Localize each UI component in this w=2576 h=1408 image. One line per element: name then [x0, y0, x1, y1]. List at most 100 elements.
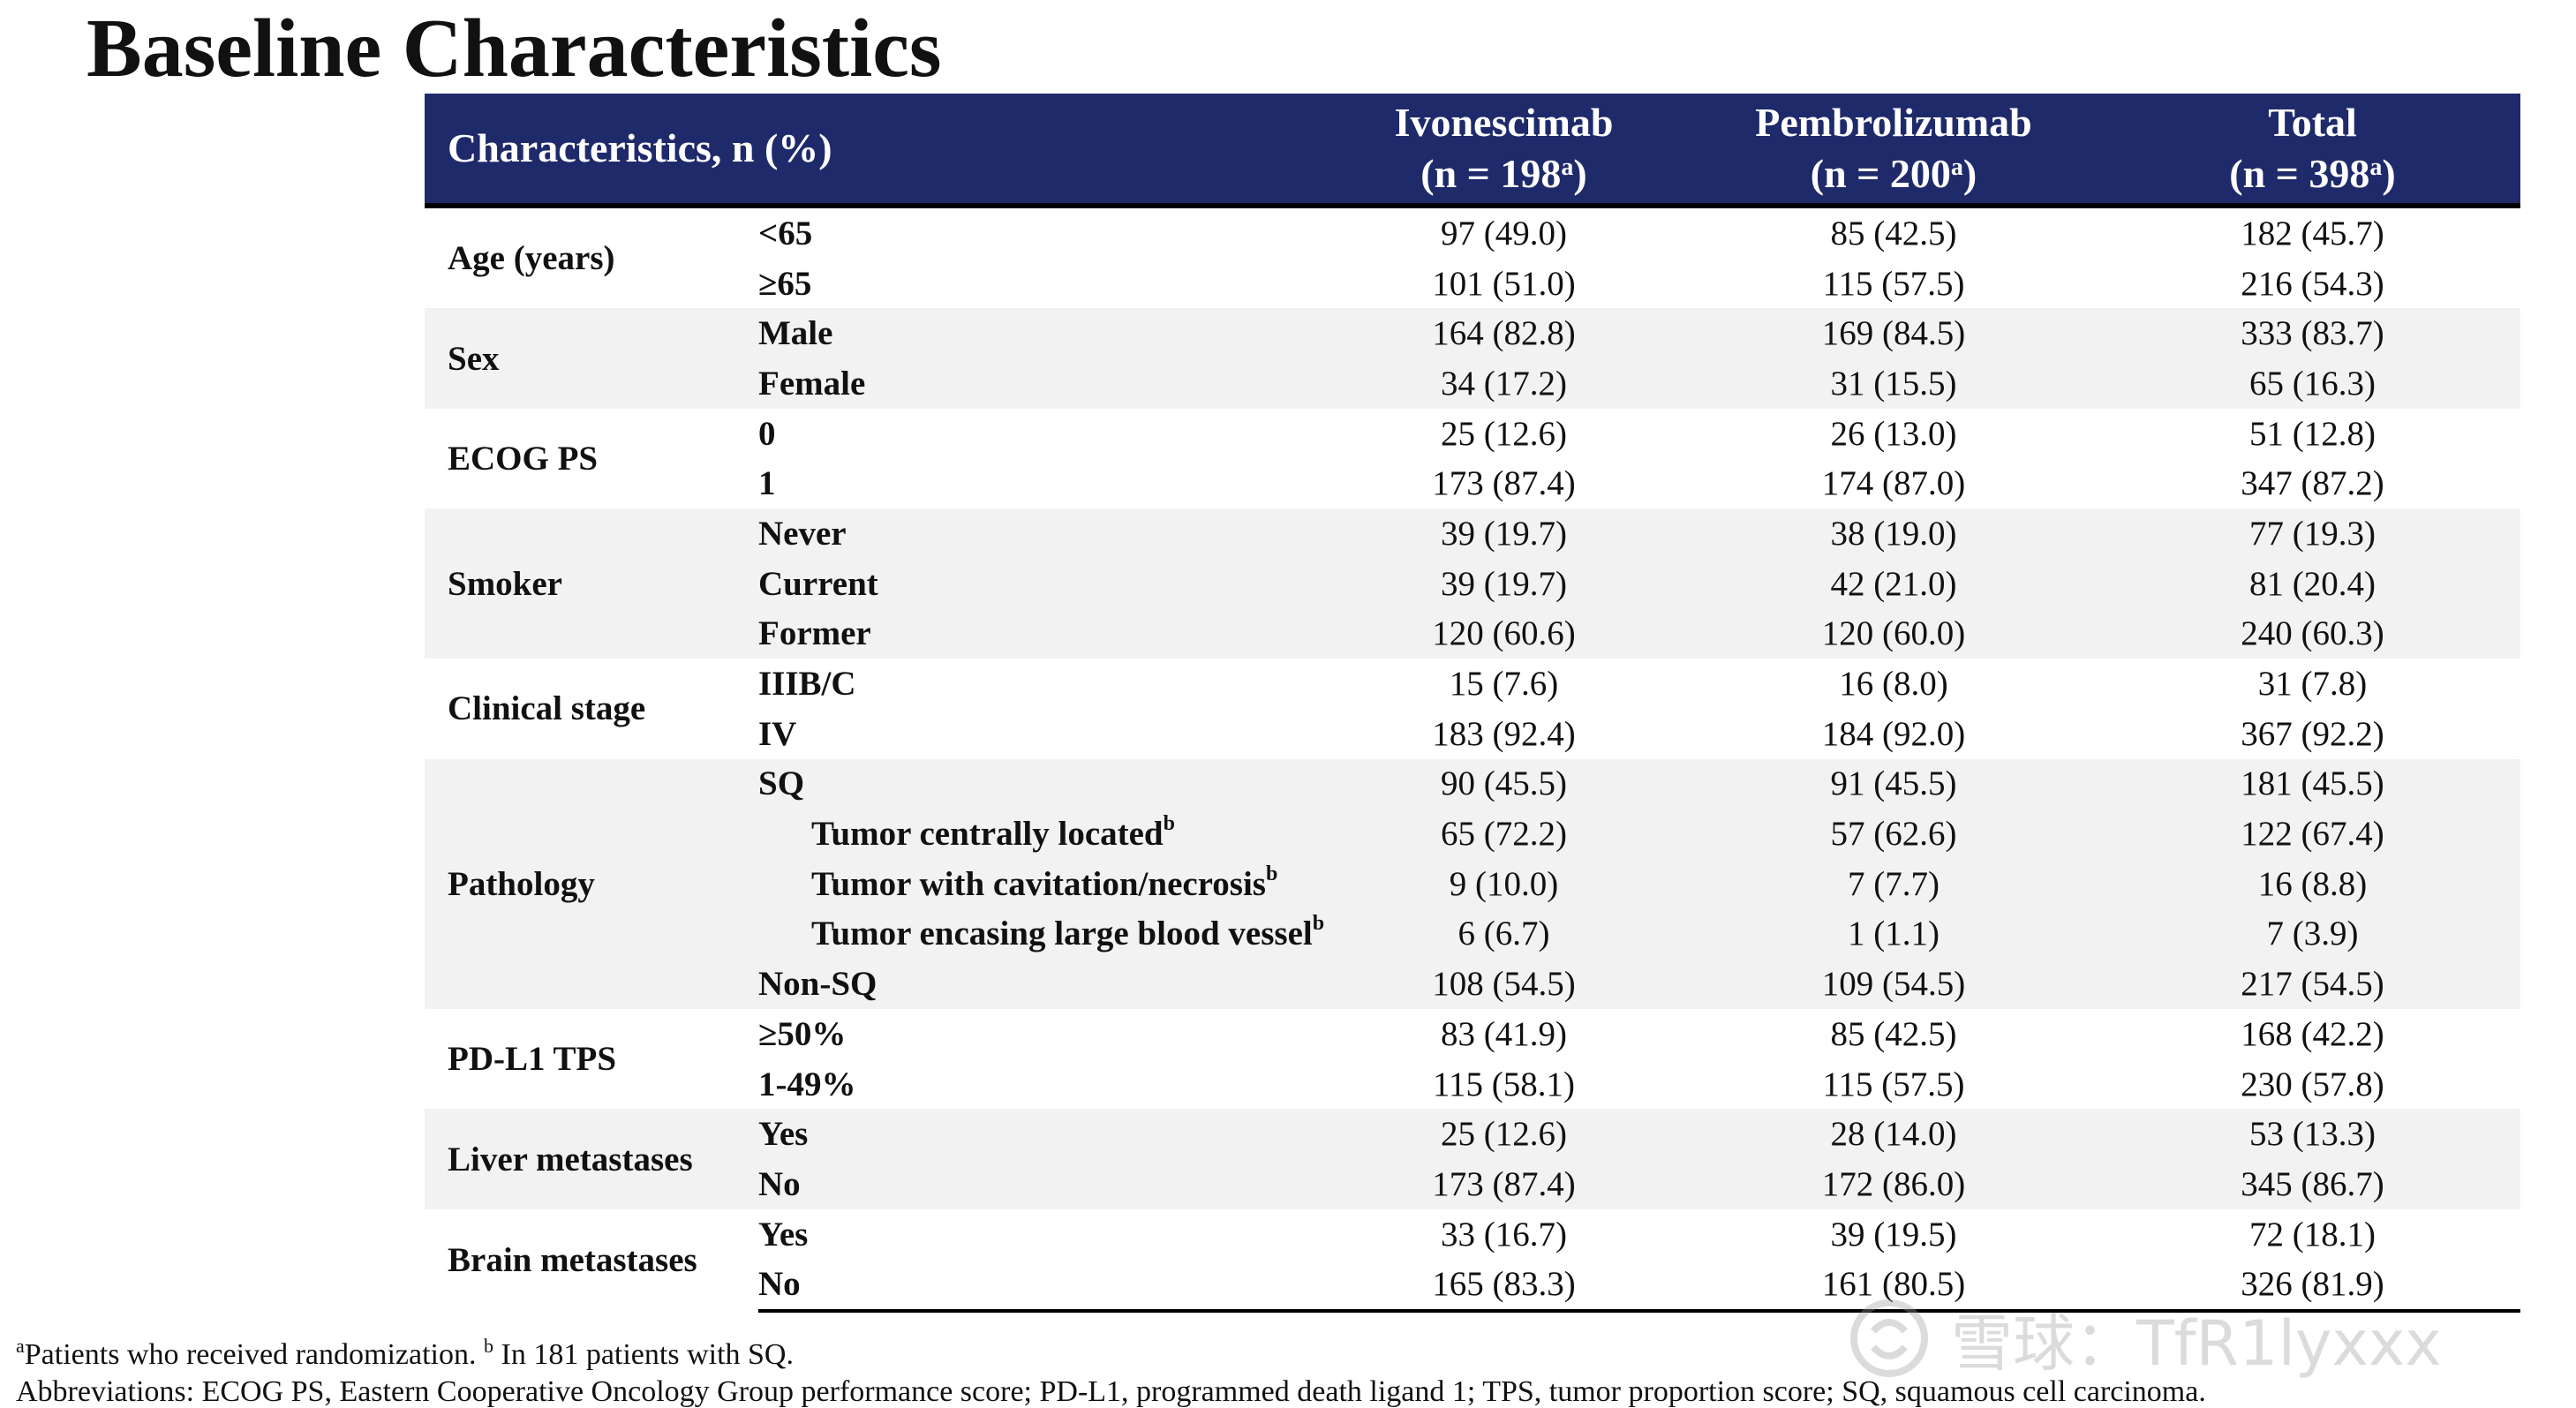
header-col-n: (n = 398: [2229, 151, 2370, 196]
header-col-n-close: ): [1573, 151, 1587, 196]
footnote-a-marker: a: [16, 1335, 25, 1357]
category-label: Smoker: [425, 508, 758, 659]
subcategory-label: No: [758, 1259, 1326, 1314]
category-label: ECOG PS: [448, 439, 599, 478]
subcategory-text: Never: [758, 514, 847, 553]
ivonescimab-value: 90 (45.5): [1325, 758, 1683, 809]
table-row: PD-L1 TPS ≥50% 83 (41.9) 85 (42.5) 168 (42.2…: [425, 1009, 2520, 1078]
ivonescimab-value: 120 (60.6): [1325, 608, 1683, 659]
total-value: 81 (20.4): [2105, 558, 2521, 609]
pembrolizumab-value: 91 (45.5): [1683, 758, 2105, 809]
header-total: Total (n = 398a): [2105, 94, 2521, 208]
table-row: Female 34 (17.2) 31 (15.5) 65 (16.3): [425, 358, 2521, 409]
watermark: 雪球：TfR1lyxxx: [1847, 1296, 2535, 1381]
total-value: 347 (87.2): [2241, 464, 2384, 503]
snowball-logo-icon: [1850, 1299, 1928, 1377]
pembrolizumab-value: 57 (62.6): [1683, 809, 2105, 859]
total-value: 51 (12.8): [2249, 414, 2376, 453]
table-row: IV 183 (92.4) 184 (92.0) 367 (92.2): [425, 709, 2520, 759]
ivonescimab-value: 83 (41.9): [1441, 1014, 1567, 1053]
ivonescimab-value: 101 (51.0): [1432, 264, 1576, 303]
pembrolizumab-value: 109 (54.5): [1683, 959, 2105, 1009]
subcategory-text: SQ: [758, 764, 805, 803]
subcategory-label: Former: [758, 608, 1326, 659]
header-col-n: (n = 200: [1810, 151, 1951, 196]
total-value: 65 (16.3): [2105, 358, 2521, 409]
ivonescimab-value: 173 (87.4): [1432, 464, 1576, 503]
pembrolizumab-value: 39 (19.5): [1830, 1215, 1957, 1254]
pembrolizumab-value: 26 (13.0): [1830, 414, 1957, 453]
subcategory-label: SQ: [758, 758, 1326, 809]
subcategory-text: Current: [758, 564, 878, 603]
pembrolizumab-value: 85 (42.5): [1830, 1014, 1957, 1053]
header-col-name: Ivonescimab: [1394, 100, 1614, 145]
table-row: ECOG PS 0 25 (12.6) 26 (13.0) 51 (12.8): [425, 409, 2520, 478]
pembrolizumab-value: 42 (21.0): [1683, 558, 2105, 609]
subcategory-text: ≥50%: [758, 1014, 847, 1053]
ivonescimab-value: 9 (10.0): [1325, 858, 1683, 909]
footnote-b-text: In 181 patients with SQ.: [501, 1338, 794, 1371]
subcategory-label: Tumor with cavitation/necrosisb: [758, 858, 1326, 909]
footnote-marker: a: [2369, 154, 2383, 181]
ivonescimab-value: 164 (82.8): [1325, 308, 1683, 359]
subcategory-label: 1: [758, 458, 1325, 508]
subcategory-text: 1-49%: [758, 1065, 856, 1103]
footnote-b-marker: b: [484, 1335, 493, 1357]
table-row: Tumor centrally locatedb 65 (72.2) 57 (62.…: [425, 809, 2521, 859]
subcategory-label: Male: [758, 308, 1326, 359]
subcategory-text: ≥65: [758, 264, 812, 303]
subcategory-text: 1: [758, 464, 776, 503]
header-col-n-close: ): [1962, 151, 1977, 196]
header-ivonescimab: Ivonescimab (n = 198a): [1325, 94, 1683, 208]
footnote-a-b: aPatients who received randomization. b …: [16, 1336, 794, 1371]
pembrolizumab-value: 38 (19.0): [1683, 508, 2105, 559]
subcategory-label: 1-49%: [758, 1059, 1325, 1110]
table-row: Brain metastases Yes 33 (16.7) 39 (19.5) 72 …: [425, 1209, 2520, 1279]
subcategory-label: Female: [758, 358, 1326, 409]
table-row: Tumor with cavitation/necrosisb 9 (10.0) 7…: [425, 858, 2521, 909]
table-row: 1-49% 115 (58.1) 115 (57.5) 230 (57.8): [425, 1059, 2520, 1110]
subcategory-text: 0: [758, 414, 776, 453]
pembrolizumab-value: 85 (42.5): [1830, 214, 1957, 252]
footnote-abbreviations: Abbreviations: ECOG PS, Eastern Cooperat…: [16, 1375, 2206, 1408]
total-value: 367 (92.2): [2241, 714, 2384, 753]
subcategory-label: Tumor centrally locatedb: [758, 809, 1326, 859]
baseline-table: Characteristics, n (%) Ivonescimab (n = …: [425, 94, 2521, 1314]
subcategory-label: No: [758, 1159, 1326, 1209]
table-row: Current 39 (19.7) 42 (21.0) 81 (20.4): [425, 558, 2521, 609]
total-value: 326 (81.9): [2105, 1259, 2521, 1314]
subcategory-label: Current: [758, 558, 1326, 609]
category-label: Age (years): [448, 239, 615, 278]
subcategory-label: 0: [758, 409, 1325, 459]
subcategory-text: No: [758, 1265, 801, 1304]
subcategory-text: No: [758, 1164, 801, 1203]
table-row: 1 173 (87.4) 174 (87.0) 347 (87.2): [425, 458, 2520, 508]
subcategory-label: Tumor encasing large blood vesselb: [758, 908, 1326, 960]
subcategory-text: Former: [758, 614, 871, 653]
ivonescimab-value: 165 (83.3): [1325, 1259, 1683, 1314]
subcategory-text: <65: [758, 214, 813, 252]
table-row: No 173 (87.4) 172 (86.0) 345 (86.7): [425, 1159, 2521, 1209]
category-label: Pathology: [425, 758, 758, 1009]
total-value: 182 (45.7): [2241, 214, 2384, 252]
table-body: Age (years) <65 97 (49.0) 85 (42.5) 182 (45.…: [425, 206, 2521, 1314]
category-label: Clinical stage: [448, 689, 646, 728]
table-row: No 165 (83.3) 161 (80.5) 326 (81.9): [425, 1259, 2521, 1314]
total-value: 333 (83.7): [2105, 308, 2521, 359]
watermark-text: 雪球：TfR1lyxxx: [1951, 1306, 2442, 1380]
pembrolizumab-value: 16 (8.0): [1839, 665, 1948, 704]
table-row: Smoker Never 39 (19.7) 38 (19.0) 77 (19.3): [425, 508, 2521, 659]
pembrolizumab-value: 169 (84.5): [1683, 308, 2105, 359]
ivonescimab-value: 33 (16.7): [1441, 1215, 1567, 1254]
total-value: 168 (42.2): [2241, 1014, 2384, 1053]
total-value: 53 (13.3): [2105, 1109, 2521, 1160]
footnote-marker: b: [1163, 812, 1175, 836]
ivonescimab-value: 115 (58.1): [1433, 1065, 1576, 1103]
category-label: Liver metastases: [425, 1109, 758, 1209]
footnote-marker: a: [1561, 154, 1574, 181]
ivonescimab-value: 97 (49.0): [1441, 214, 1567, 252]
header-pembrolizumab: Pembrolizumab (n = 200a): [1683, 94, 2105, 208]
header-col-n-close: ): [2382, 151, 2396, 196]
table-row: Non-SQ 108 (54.5) 109 (54.5) 217 (54.5): [425, 959, 2521, 1009]
header-col-name: Pembrolizumab: [1755, 100, 2032, 145]
